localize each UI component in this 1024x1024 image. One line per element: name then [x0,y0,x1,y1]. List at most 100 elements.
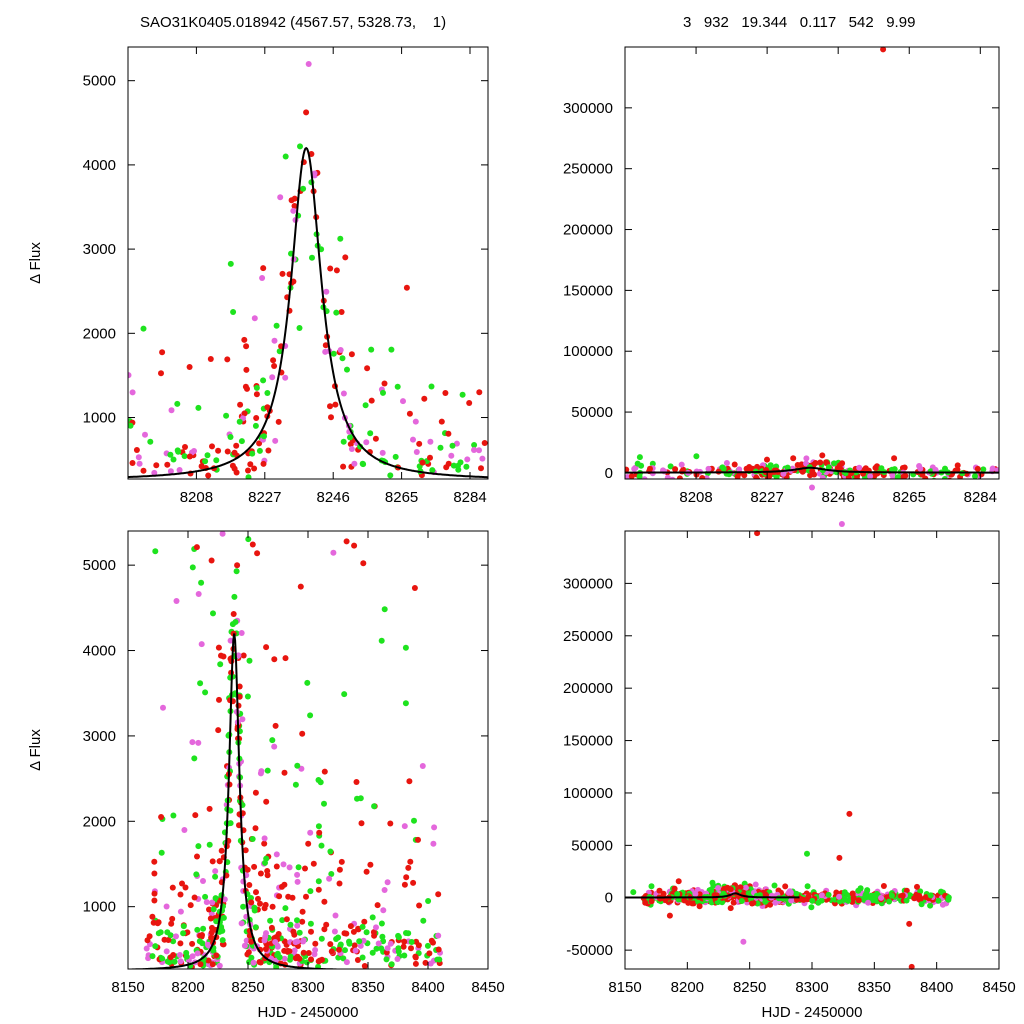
data-point [392,453,399,460]
data-point [886,898,893,905]
data-point [171,958,178,965]
data-point [264,390,271,396]
data-point [174,447,181,454]
data-point [191,448,197,454]
x-tick-label: 8350 [351,979,384,996]
data-point [360,937,367,944]
data-point [249,450,256,457]
data-point [262,933,269,940]
data-point [241,410,248,417]
data-point [634,460,641,467]
outlier-point [846,810,853,817]
data-point [476,389,483,396]
data-point [263,644,270,651]
data-point [207,356,214,362]
data-point [371,932,378,939]
data-point [262,901,269,908]
data-point [283,916,290,923]
data-point [332,912,339,919]
data-point [764,456,770,463]
data-point [891,455,898,462]
data-point [914,893,921,900]
data-point [271,743,278,750]
data-point [279,883,285,890]
data-point [215,727,222,734]
data-points [143,406,443,969]
data-point [809,468,816,475]
data-point [337,235,344,242]
data-point [291,947,298,954]
x-tick-label: 8300 [291,979,324,996]
y-tick-label: 50000 [571,837,613,854]
data-point [347,434,353,441]
y-tick-label: 1000 [83,410,116,427]
y-tick-label: 3000 [83,728,116,745]
data-point [205,472,212,479]
data-point [159,955,165,962]
data-point [200,878,206,884]
data-point [346,938,352,945]
x-tick-label: 8284 [453,489,486,506]
data-point [311,170,318,177]
data-points [625,452,999,479]
data-point [219,531,226,537]
data-point [151,897,158,904]
data-point [232,619,239,625]
data-point [275,418,282,425]
data-point [379,933,386,940]
data-point [296,325,303,331]
data-point [303,109,310,116]
data-point [941,476,948,479]
data-point [252,825,259,832]
data-point [247,461,254,468]
data-point [319,956,325,963]
x-tick-label: 8208 [180,489,213,506]
chart-header-left: SAO31K0405.018942 (4567.57, 5328.73, 1) [140,14,447,31]
data-point [227,807,234,814]
data-point [210,906,217,913]
data-point [328,871,335,877]
data-point [262,946,269,952]
data-point [938,888,944,895]
data-point [299,406,305,412]
data-point [648,898,655,905]
data-point [373,945,380,952]
plot-frame [624,46,1000,480]
data-point [318,842,325,849]
data-point [359,954,366,961]
data-point [395,934,402,941]
data-point [194,926,201,933]
data-point [243,343,250,350]
data-point [167,451,174,458]
data-point [330,350,337,357]
data-point [380,907,387,914]
data-point [294,953,301,960]
y-tick-label: 3000 [83,241,116,258]
data-point [253,391,260,398]
panel-top-right: 8208 8227 8246 8265 8284 0 50000 100000 150000 20… [563,46,1000,527]
data-point [351,542,358,549]
data-point [259,275,266,281]
data-point [166,505,172,511]
data-point [356,938,363,945]
data-point [767,462,774,469]
data-point [819,474,826,479]
data-point [864,887,871,894]
data-point [192,812,199,819]
data-point [378,637,385,644]
data-point [723,460,730,466]
data-point [388,961,395,968]
outlier-point [908,963,915,970]
data-point [294,917,300,924]
data-point [403,874,410,881]
data-point [402,644,409,651]
data-point [213,952,220,959]
data-point [209,899,216,906]
data-point [636,454,643,461]
data-point [773,474,780,479]
data-point [321,898,328,905]
data-point [253,889,259,896]
data-point [264,767,271,774]
data-point [323,288,330,295]
data-point [208,934,215,941]
